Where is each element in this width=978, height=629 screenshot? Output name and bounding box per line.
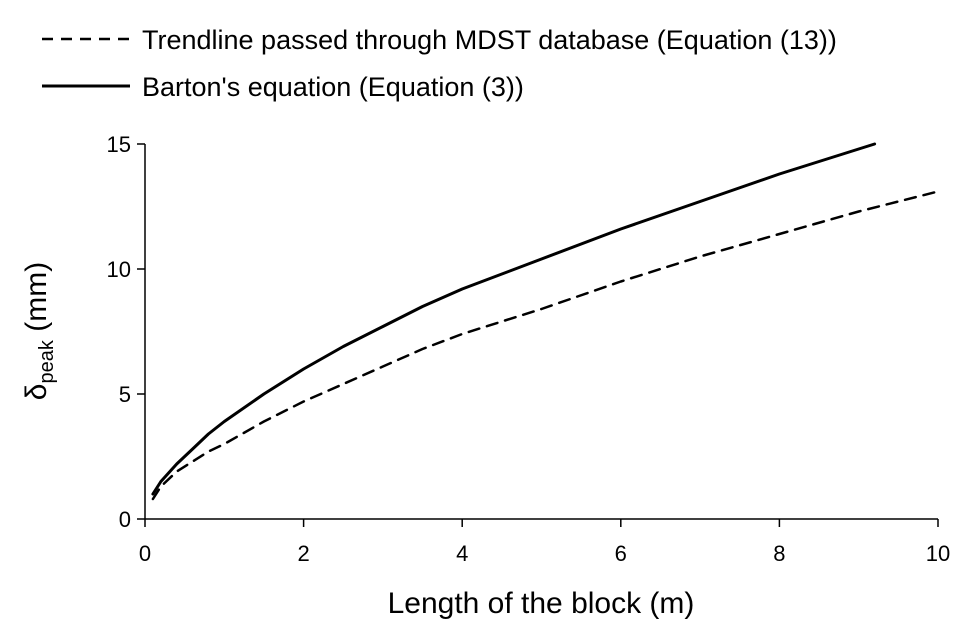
- x-tick-label: 6: [615, 541, 627, 566]
- y-tick-label: 0: [119, 507, 131, 532]
- x-axis-title: Length of the block (m): [388, 587, 695, 620]
- x-tick-label: 0: [139, 541, 151, 566]
- legend-label-barton: Barton's equation (Equation (3)): [142, 72, 524, 102]
- x-tick-label: 2: [297, 541, 309, 566]
- y-axis-title: δpeak (mm): [20, 262, 58, 400]
- y-axis-title-subscript: peak: [36, 339, 58, 383]
- y-axis-title-symbol: δ: [20, 383, 53, 400]
- x-tick-label: 8: [773, 541, 785, 566]
- x-tick-label: 10: [926, 541, 950, 566]
- series-line-barton: [151, 142, 877, 496]
- y-tick-label: 5: [119, 382, 131, 407]
- legend: Trendline passed through MDST database (…: [42, 25, 837, 102]
- y-tick-label: 15: [107, 132, 131, 157]
- legend-label-trendline: Trendline passed through MDST database (…: [142, 25, 837, 55]
- series-layer: [151, 142, 940, 501]
- x-ticks: 0 2 4 6 8 10: [139, 519, 950, 566]
- y-axis-title-unit: (mm): [20, 262, 53, 340]
- axes: 0 2 4 6 8 10 0 5 10 15: [107, 132, 951, 566]
- y-ticks: 0 5 10 15: [107, 132, 145, 532]
- y-tick-label: 10: [107, 257, 131, 282]
- series-line-trendline: [151, 190, 940, 501]
- x-tick-label: 4: [456, 541, 468, 566]
